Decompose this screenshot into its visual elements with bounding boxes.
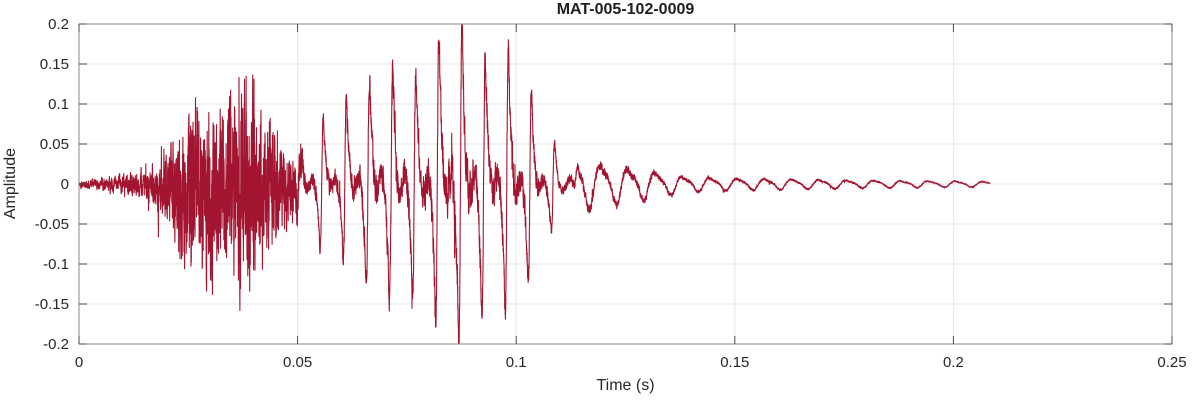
y-tick-label: 0 bbox=[61, 176, 69, 193]
y-axis-label: Amplitude bbox=[2, 148, 19, 220]
plot-title: MAT-005-102-0009 bbox=[556, 1, 695, 18]
y-tick-label: 0.2 bbox=[48, 16, 69, 33]
y-tick-label: -0.1 bbox=[43, 256, 69, 273]
waveform-trace bbox=[79, 24, 991, 344]
y-tick-label: -0.05 bbox=[35, 216, 69, 233]
y-tick-label: 0.15 bbox=[40, 56, 69, 73]
x-tick-label: 0.2 bbox=[943, 354, 964, 371]
y-axis-label-wrap: Amplitude bbox=[2, 24, 20, 344]
x-tick-label: 0.05 bbox=[283, 354, 312, 371]
y-tick-label: -0.2 bbox=[43, 336, 69, 353]
x-axis-label: Time (s) bbox=[596, 377, 655, 394]
x-tick-label: 0.15 bbox=[720, 354, 749, 371]
x-tick-label: 0 bbox=[75, 354, 83, 371]
x-tick-label: 0.25 bbox=[1157, 354, 1186, 371]
y-tick-label: 0.05 bbox=[40, 136, 69, 153]
y-tick-label: -0.15 bbox=[35, 296, 69, 313]
x-tick-label: 0.1 bbox=[506, 354, 527, 371]
y-tick-label: 0.1 bbox=[48, 96, 69, 113]
